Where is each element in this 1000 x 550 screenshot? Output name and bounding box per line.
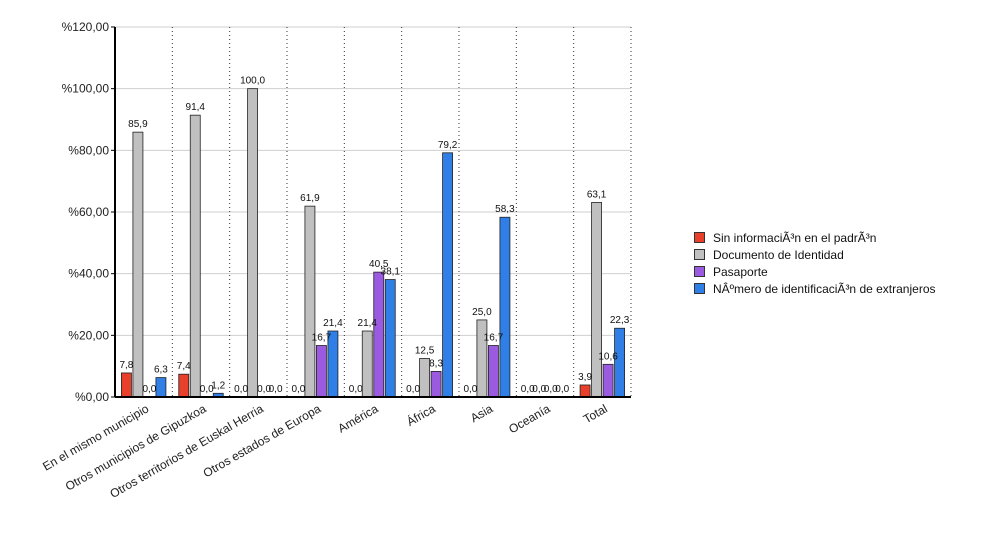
data-label: 0,0 <box>532 384 546 395</box>
data-label: 0,0 <box>257 384 271 395</box>
data-label: 79,2 <box>438 140 458 151</box>
data-label: 3,9 <box>578 372 592 383</box>
data-label: 0,0 <box>463 384 477 395</box>
y-tick-label: %120,00 <box>62 20 110 34</box>
data-label: 0,0 <box>521 384 535 395</box>
data-label: 40,5 <box>369 259 389 270</box>
data-label: 61,9 <box>300 193 320 204</box>
y-tick-label: %20,00 <box>68 328 109 342</box>
bar <box>373 271 385 398</box>
x-tick-label: Oceanía <box>506 401 553 436</box>
data-label: 85,9 <box>128 119 148 130</box>
bar <box>304 205 316 398</box>
bar <box>121 372 132 398</box>
bar <box>132 131 144 398</box>
data-label: 16,7 <box>484 333 504 344</box>
bar <box>430 371 442 398</box>
gridlines <box>115 26 632 397</box>
y-tick-label: %100,00 <box>62 82 110 96</box>
y-tick-label: %60,00 <box>68 205 109 219</box>
data-label: 7,8 <box>119 360 133 371</box>
data-label: 0,0 <box>291 384 305 395</box>
data-label: 0,0 <box>555 384 569 395</box>
bar <box>155 377 167 398</box>
y-tick-label: %0,00 <box>75 390 109 404</box>
bar <box>602 363 614 398</box>
legend-swatch <box>694 283 705 294</box>
bar <box>419 358 430 398</box>
bar <box>442 152 453 398</box>
legend: Sin informaciÃ³n en el padrÃ³n Documento … <box>694 229 936 297</box>
bar <box>384 279 396 398</box>
bar <box>247 88 258 398</box>
data-label: 38,1 <box>381 267 401 278</box>
y-axis: %0,00 %20,00 %40,00 %60,00 %80,00 %100,00 %120… <box>62 20 116 404</box>
bar <box>488 345 499 398</box>
y-tick-label: %40,00 <box>68 267 109 281</box>
data-label: 10,6 <box>598 351 618 362</box>
y-tick-label: %80,00 <box>68 143 109 157</box>
data-label: 8,3 <box>429 358 443 369</box>
data-label: 21,4 <box>323 318 343 329</box>
legend-label: Pasaporte <box>713 264 768 279</box>
bar <box>178 373 190 398</box>
data-label: 21,4 <box>358 318 378 329</box>
legend-swatch <box>694 232 705 243</box>
data-label: 0,0 <box>269 384 283 395</box>
x-tick-label: Asia <box>468 401 495 425</box>
legend-item: NÂºmero de identificaciÃ³n de extranjero… <box>694 280 936 297</box>
bars <box>121 88 625 398</box>
data-label: 22,3 <box>610 315 630 326</box>
data-label: 0,0 <box>406 384 420 395</box>
data-label: 7,4 <box>177 361 191 372</box>
bar <box>614 327 625 398</box>
data-label: 0,0 <box>142 384 156 395</box>
bar <box>361 330 373 398</box>
data-label: 100,0 <box>240 76 265 87</box>
data-label: 16,7 <box>312 333 332 344</box>
data-label: 58,3 <box>495 204 515 215</box>
bar <box>579 384 591 398</box>
bar <box>591 202 602 398</box>
legend-item: Documento de Identidad <box>694 246 936 263</box>
legend-swatch <box>694 249 705 260</box>
data-label: 1,2 <box>211 380 225 391</box>
x-tick-label: África <box>404 400 438 428</box>
x-tick-label: América <box>335 401 380 435</box>
x-tick-label: Total <box>581 401 610 426</box>
legend-swatch <box>694 266 705 277</box>
data-labels: 7,885,90,06,3 7,491,40,01,2 0,0100,00,00,0… <box>119 76 629 395</box>
data-label: 0,0 <box>234 384 248 395</box>
data-label: 63,1 <box>587 189 607 200</box>
bar <box>189 114 201 398</box>
legend-label: Documento de Identidad <box>713 247 844 262</box>
bar <box>476 319 488 398</box>
legend-item: Pasaporte <box>694 263 936 280</box>
legend-label: NÂºmero de identificaciÃ³n de extranjero… <box>713 281 936 296</box>
data-label: 6,3 <box>154 365 168 376</box>
legend-label: Sin informaciÃ³n en el padrÃ³n <box>713 230 877 245</box>
data-label: 0,0 <box>349 384 363 395</box>
bar <box>316 345 327 398</box>
legend-item: Sin informaciÃ³n en el padrÃ³n <box>694 229 936 246</box>
bar <box>499 216 511 398</box>
data-label: 12,5 <box>415 345 435 356</box>
data-label: 0,0 <box>200 384 214 395</box>
data-label: 91,4 <box>186 102 206 113</box>
data-label: 0,0 <box>544 384 558 395</box>
data-label: 25,0 <box>472 307 492 318</box>
